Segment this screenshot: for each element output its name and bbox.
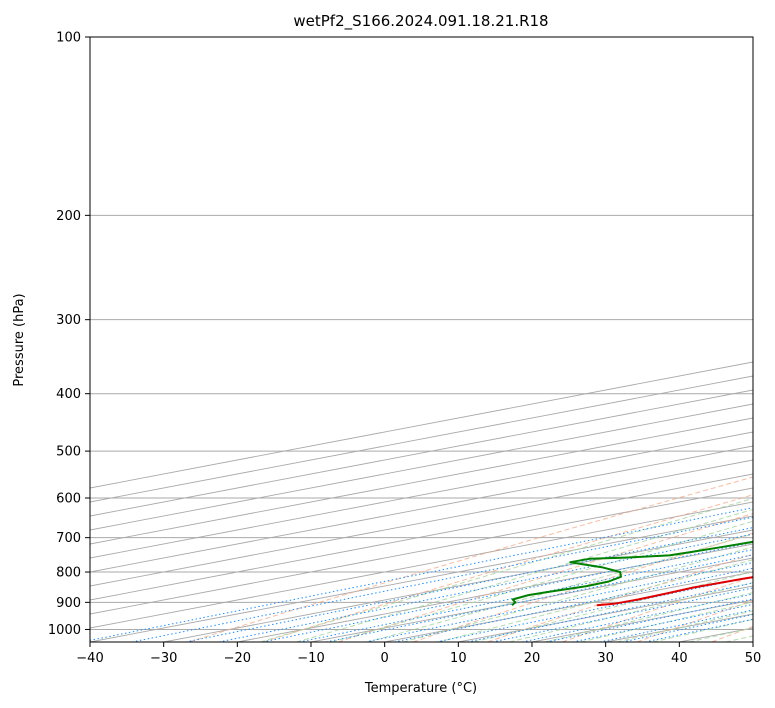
y-tick-label: 800: [56, 566, 81, 581]
x-tick-label: −30: [150, 651, 177, 666]
isotherm: [90, 389, 753, 517]
moist-adiabat: [509, 582, 753, 642]
isotherm: [90, 417, 753, 545]
isotherm: [90, 445, 753, 573]
y-tick-label: 1000: [48, 623, 81, 638]
y-tick-label: 300: [56, 313, 81, 328]
moist-adiabat: [438, 559, 753, 642]
isotherm: [458, 585, 753, 642]
mixing-ratio-line: [622, 614, 753, 642]
x-tick-label: 30: [597, 651, 614, 666]
y-tick-label: 500: [56, 445, 81, 460]
x-tick-label: −40: [76, 651, 103, 666]
dry-adiabat: [412, 532, 753, 642]
isotherm: [90, 431, 753, 559]
isotherm: [90, 473, 753, 601]
dry-adiabat: [263, 494, 753, 642]
plot-frame: [89, 36, 754, 643]
moist-adiabat: [725, 635, 753, 642]
isotherm: [752, 641, 753, 642]
y-tick-label: 200: [56, 209, 81, 224]
isotherm: [163, 529, 753, 642]
moist-adiabat: [296, 508, 753, 642]
moist-adiabat: [402, 546, 753, 642]
mixing-ratio-line: [436, 576, 753, 642]
x-tick-label: 10: [450, 651, 467, 666]
dry-adiabat: [338, 512, 753, 642]
x-tick-label: 40: [671, 651, 688, 666]
dewpoint-profile-line: [511, 540, 753, 606]
isotherm: [90, 403, 753, 531]
mixing-ratio-line: [365, 562, 753, 642]
x-tick-label: −10: [297, 651, 324, 666]
isotherm: [90, 515, 753, 642]
isotherm: [90, 361, 753, 489]
mixing-ratio-line: [325, 554, 753, 642]
x-tick-label: 20: [524, 651, 541, 666]
y-axis-label: Pressure (hPa): [12, 293, 27, 386]
isotherm: [310, 557, 753, 642]
isotherm: [90, 501, 753, 629]
moist-adiabat: [331, 520, 753, 642]
x-axis-label: Temperature (°C): [364, 681, 477, 696]
isotherm: [90, 459, 753, 587]
chart-title: wetPf2_S166.2024.091.18.21.R18: [293, 12, 548, 31]
isotherm: [90, 487, 753, 615]
x-tick-label: 0: [381, 651, 389, 666]
y-tick-label: 100: [56, 31, 81, 46]
mixing-ratio-line: [262, 541, 753, 642]
y-tick-label: 700: [56, 531, 81, 546]
mixing-ratio-line: [218, 533, 753, 642]
mixing-ratio-line: [394, 567, 753, 642]
dry-adiabat: [188, 476, 753, 642]
moist-adiabat: [544, 592, 753, 642]
x-tick-label: 50: [745, 651, 762, 666]
y-tick-label: 400: [56, 387, 81, 402]
y-tick-label: 600: [56, 492, 81, 507]
x-tick-label: −20: [224, 651, 251, 666]
dry-adiabat: [636, 600, 753, 642]
temperature-profile-line: [596, 576, 753, 607]
moist-adiabat: [580, 601, 753, 642]
mixing-ratio-line: [467, 582, 753, 642]
isotherm: [90, 375, 753, 503]
mixing-ratio-line: [131, 516, 753, 642]
dry-adiabat: [487, 553, 753, 642]
y-tick-label: 900: [56, 596, 81, 611]
moist-adiabat: [473, 571, 753, 642]
